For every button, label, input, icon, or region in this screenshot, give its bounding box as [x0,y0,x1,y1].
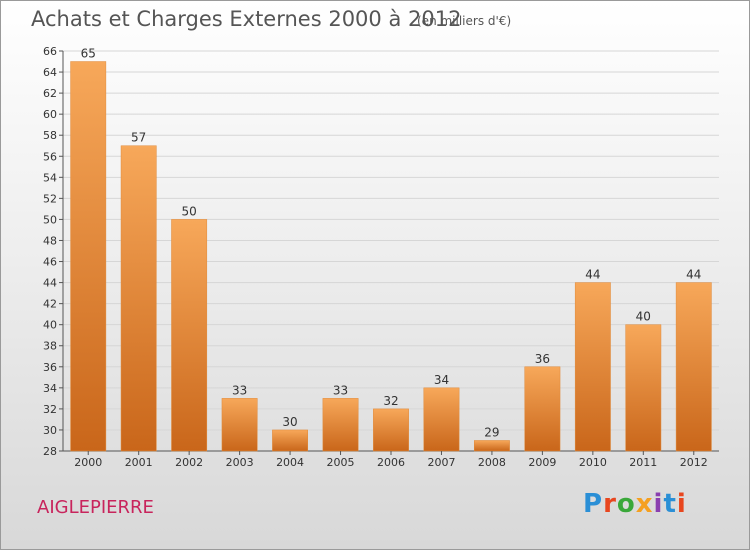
y-tick-label: 36 [43,361,57,374]
bar-value-label: 32 [383,394,398,408]
brand-letter: o [616,489,636,519]
x-tick-label: 2000 [74,456,102,469]
bar-value-label: 44 [686,268,701,282]
y-tick-label: 54 [43,171,57,184]
x-tick-label: 2003 [226,456,254,469]
x-tick-label: 2006 [377,456,405,469]
brand-letter: r [603,489,617,519]
bar [221,398,258,452]
bar-value-label: 36 [535,352,550,366]
bar-value-label: 29 [484,425,499,439]
bar [675,282,712,452]
chart-title: Achats et Charges Externes 2000 à 2012 [31,7,462,31]
bar [272,429,308,452]
y-tick-label: 52 [43,192,57,205]
bar-value-label: 30 [282,415,297,429]
y-tick-label: 62 [43,87,57,100]
x-tick-label: 2012 [680,456,708,469]
bar-value-label: 33 [333,383,348,397]
y-tick-label: 34 [43,382,57,395]
x-tick-label: 2010 [579,456,607,469]
bar [524,366,561,452]
brand-letter: x [635,489,654,519]
x-tick-label: 2011 [629,456,657,469]
y-tick-label: 50 [43,213,57,226]
y-tick-label: 44 [43,277,57,290]
x-tick-label: 2007 [427,456,455,469]
bar-value-label: 57 [131,131,146,145]
x-tick-label: 2009 [528,456,556,469]
y-tick-label: 32 [43,403,57,416]
bar [70,61,107,452]
chart-unit: (en milliers d'€) [417,14,512,28]
bar [625,324,662,452]
bar [474,440,510,452]
bar-value-label: 34 [434,373,449,387]
bar [423,387,460,452]
bar [120,145,157,452]
y-tick-label: 28 [43,445,57,458]
brand-letter: P [583,489,604,519]
x-tick-label: 2004 [276,456,304,469]
proxiti-logo: Proxiti [583,489,687,519]
bar-value-label: 33 [232,383,247,397]
brand-letter: i [653,489,664,519]
brand-letter: t [663,489,677,519]
x-tick-label: 2002 [175,456,203,469]
commune-name: AIGLEPIERRE [37,497,154,518]
bar [171,219,208,452]
y-tick-label: 66 [43,45,57,58]
y-tick-label: 58 [43,129,57,142]
bar-value-label: 50 [182,204,197,218]
bar-value-label: 40 [636,310,651,324]
brand-letter: i [676,489,687,519]
y-tick-label: 38 [43,340,57,353]
y-tick-label: 42 [43,298,57,311]
y-tick-label: 56 [43,150,57,163]
y-tick-label: 46 [43,256,57,269]
bar [574,282,611,452]
bar [322,398,359,452]
y-tick-label: 60 [43,108,57,121]
y-tick-label: 30 [43,424,57,437]
bar [373,408,409,452]
y-tick-label: 40 [43,319,57,332]
x-tick-label: 2008 [478,456,506,469]
bar-value-label: 65 [81,47,96,61]
bar-value-label: 44 [585,268,600,282]
y-tick-label: 48 [43,234,57,247]
y-tick-label: 64 [43,66,57,79]
x-tick-label: 2001 [125,456,153,469]
x-tick-label: 2005 [327,456,355,469]
